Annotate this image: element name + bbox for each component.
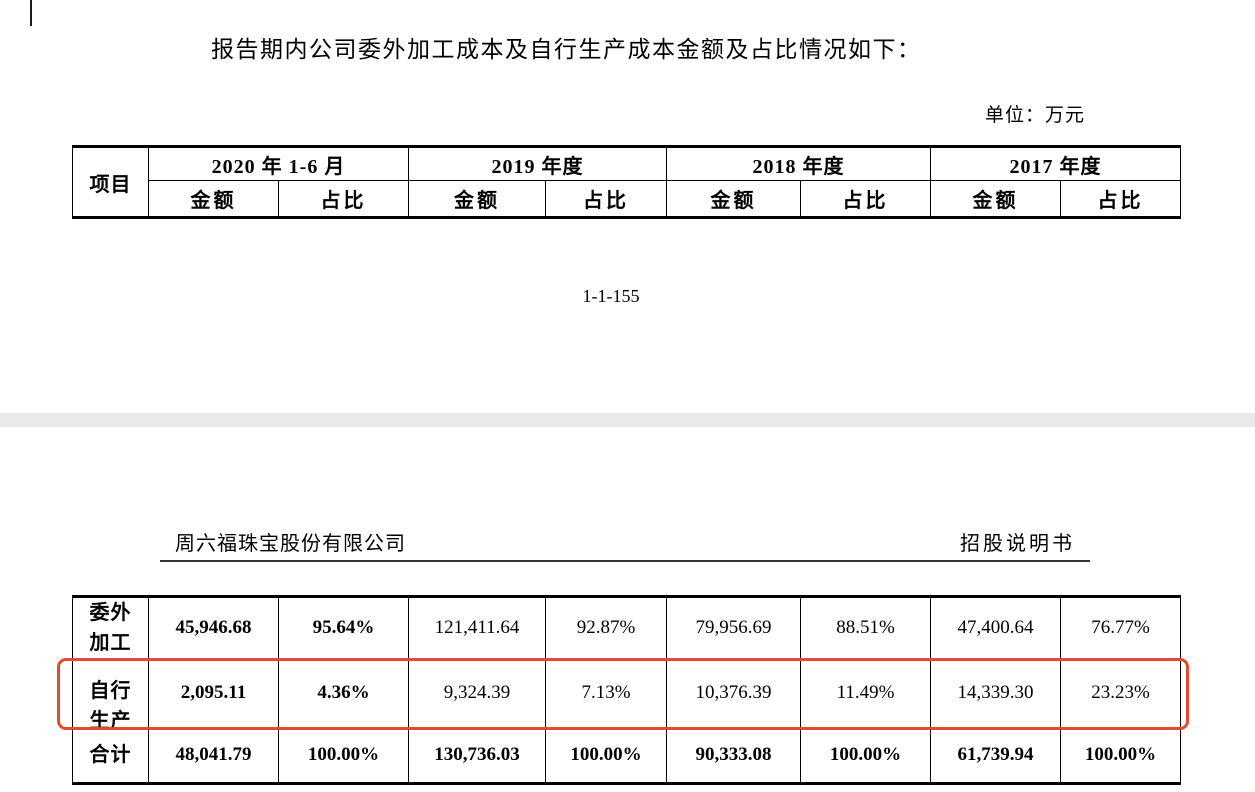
- page-break-band: [0, 413, 1255, 427]
- row-label: 委外 加工: [72, 596, 149, 659]
- table-cell: 4.36%: [278, 658, 409, 728]
- table-cell: 130,736.03: [408, 727, 546, 784]
- table-cell: 100.00%: [545, 727, 667, 784]
- table-cell: 45,946.68: [148, 596, 279, 659]
- row-label-line: 自行: [89, 680, 132, 702]
- period-2020: 2020 年 1-6 月: [147, 146, 410, 181]
- table-cell: 7.13%: [545, 658, 667, 728]
- col-header-ratio: 占比: [1060, 180, 1182, 218]
- unit-label: 单位：万元: [985, 105, 1086, 126]
- row-self-production: 自行 生产 2,095.11 4.36% 9,324.39 7.13% 10,3…: [72, 658, 1181, 728]
- period-2017: 2017 年度: [930, 146, 1182, 181]
- period-2019: 2019 年度: [408, 146, 668, 181]
- cost-table-header: 项目 2020 年 1-6 月 2019 年度 2018 年度 2017 年度 …: [72, 145, 1182, 219]
- table-cell: 14,339.30: [930, 658, 1061, 728]
- table-cell: 88.51%: [800, 596, 931, 659]
- table-cell: 90,333.08: [666, 727, 801, 784]
- table-header-sub-row: 金额 占比 金额 占比 金额 占比 金额 占比: [73, 180, 1182, 218]
- table-cell: 79,956.69: [666, 596, 801, 659]
- row-label-line: 生产: [89, 710, 132, 727]
- col-header-ratio: 占比: [277, 180, 410, 218]
- table-cell: 76.77%: [1060, 596, 1181, 659]
- period-2018: 2018 年度: [666, 146, 932, 181]
- row-total: 合计 48,041.79 100.00% 130,736.03 100.00% …: [72, 727, 1181, 784]
- col-header-ratio: 占比: [545, 180, 668, 218]
- col-header-amount: 金额: [666, 180, 802, 218]
- table-cell: 92.87%: [545, 596, 667, 659]
- running-header-company: 周六福珠宝股份有限公司: [175, 533, 406, 555]
- page-edge-mark: [30, 0, 32, 26]
- table-cell: 61,739.94: [930, 727, 1061, 784]
- table-cell: 100.00%: [1060, 727, 1181, 784]
- table-cell: 2,095.11: [148, 658, 279, 728]
- row-label-line: 委外: [89, 602, 132, 624]
- table-cell: 23.23%: [1060, 658, 1181, 728]
- col-header-ratio: 占比: [800, 180, 932, 218]
- row-label-line: 合计: [89, 744, 132, 766]
- cost-table-body: 委外 加工 45,946.68 95.64% 121,411.64 92.87%…: [72, 595, 1181, 785]
- intro-paragraph: 报告期内公司委外加工成本及自行生产成本金额及占比情况如下：: [211, 37, 922, 62]
- col-header-amount: 金额: [408, 180, 547, 218]
- table-cell: 121,411.64: [408, 596, 546, 659]
- col-header-item: 项目: [72, 146, 149, 218]
- table-cell: 11.49%: [800, 658, 931, 728]
- col-header-amount: 金额: [930, 180, 1062, 218]
- page-number: 1-1-155: [582, 286, 640, 306]
- row-outsourcing: 委外 加工 45,946.68 95.64% 121,411.64 92.87%…: [72, 596, 1181, 659]
- running-header-rule: [160, 560, 1090, 562]
- table-header-period-row: 项目 2020 年 1-6 月 2019 年度 2018 年度 2017 年度: [72, 146, 1182, 218]
- table-cell: 10,376.39: [666, 658, 801, 728]
- row-label-line: 加工: [89, 632, 132, 654]
- table-cell: 9,324.39: [408, 658, 546, 728]
- row-label: 合计: [72, 727, 149, 784]
- running-header-doctype: 招股说明书: [960, 533, 1075, 555]
- col-header-amount: 金额: [148, 180, 279, 218]
- row-label: 自行 生产: [72, 658, 149, 728]
- table-cell: 48,041.79: [148, 727, 279, 784]
- table-cell: 95.64%: [278, 596, 409, 659]
- table-cell: 47,400.64: [930, 596, 1061, 659]
- table-cell: 100.00%: [800, 727, 931, 784]
- table-cell: 100.00%: [278, 727, 409, 784]
